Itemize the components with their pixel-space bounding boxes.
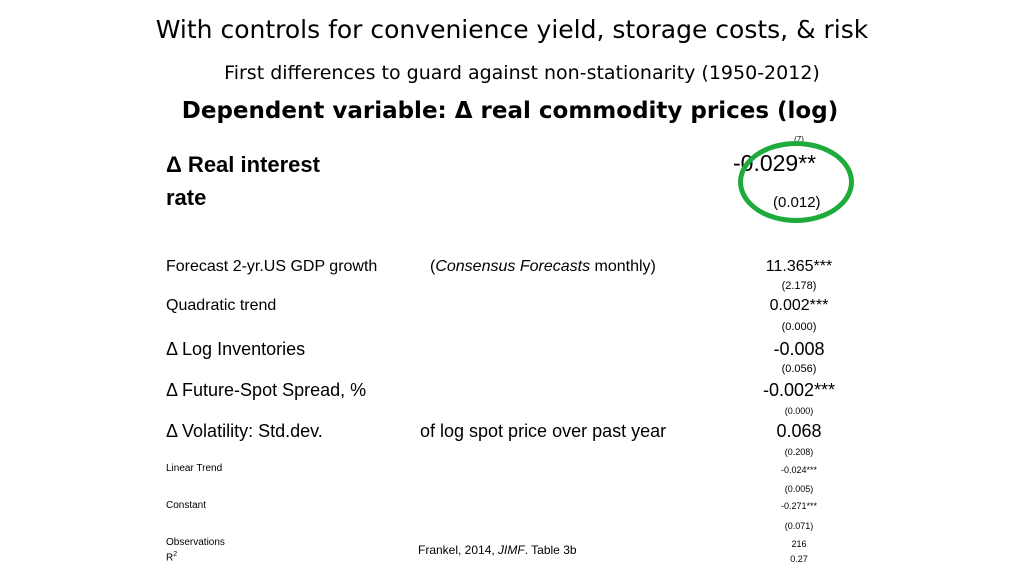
value-observations: 216 bbox=[791, 539, 807, 549]
row-label-volatility: Δ Volatility: Std.dev. bbox=[166, 421, 323, 441]
se-spread: (0.000) bbox=[784, 406, 814, 416]
row-note-gdp-source: Consensus Forecasts bbox=[435, 258, 591, 275]
se-inventories: (0.056) bbox=[781, 363, 817, 375]
main-variable-label-line1: Δ Real interest bbox=[166, 152, 320, 177]
main-variable-label-line2: rate bbox=[166, 185, 207, 210]
slide-title: With controls for convenience yield, sto… bbox=[155, 15, 869, 44]
highlight-circle bbox=[738, 141, 854, 223]
dependent-variable-heading: Dependent variable: Δ real commodity pri… bbox=[181, 98, 839, 124]
coef-volatility: 0.068 bbox=[776, 421, 822, 441]
se-quadratic-trend: (0.000) bbox=[781, 321, 817, 333]
coef-inventories: -0.008 bbox=[773, 339, 825, 359]
r-squared-superscript: 2 bbox=[173, 551, 178, 558]
row-label-r-squared: R2 bbox=[166, 551, 177, 563]
row-label-spread: Δ Future-Spot Spread, % bbox=[166, 380, 367, 400]
r-squared-letter: R bbox=[166, 552, 174, 564]
coef-constant: -0.271*** bbox=[780, 501, 818, 511]
citation-suffix: . Table 3b bbox=[524, 543, 577, 557]
coef-gdp: 11.365*** bbox=[765, 258, 833, 275]
row-note-gdp: (Consensus Forecasts monthly) bbox=[430, 258, 656, 276]
coef-linear-trend: -0.024*** bbox=[780, 465, 818, 475]
main-variable-label: Δ Real interest rate bbox=[166, 148, 320, 214]
row-label-inventories: Δ Log Inventories bbox=[166, 339, 306, 359]
se-linear-trend: (0.005) bbox=[784, 484, 814, 494]
se-gdp: (2.178) bbox=[781, 280, 817, 292]
se-volatility: (0.208) bbox=[784, 447, 814, 457]
column-number: (7) bbox=[794, 135, 804, 144]
slide-subtitle: First differences to guard against non-s… bbox=[224, 62, 820, 84]
se-constant: (0.071) bbox=[784, 521, 814, 531]
citation-prefix: Frankel, 2014, bbox=[418, 543, 499, 557]
coef-spread: -0.002*** bbox=[762, 380, 836, 400]
row-label-linear-trend: Linear Trend bbox=[166, 463, 223, 474]
row-label-quadratic-trend: Quadratic trend bbox=[166, 297, 277, 314]
coef-quadratic-trend: 0.002*** bbox=[769, 297, 829, 314]
row-label-constant: Constant bbox=[166, 500, 207, 511]
citation-journal: JIMF bbox=[498, 543, 525, 557]
citation: Frankel, 2014, JIMF. Table 3b bbox=[418, 543, 577, 557]
row-note-volatility: of log spot price over past year bbox=[420, 421, 667, 441]
row-note-gdp-close: monthly) bbox=[590, 258, 656, 275]
value-r-squared: 0.27 bbox=[790, 554, 808, 564]
row-label-gdp: Forecast 2-yr.US GDP growth bbox=[166, 258, 378, 275]
row-label-observations: Observations bbox=[166, 537, 225, 548]
row-note-gdp-open: ( bbox=[430, 258, 436, 275]
